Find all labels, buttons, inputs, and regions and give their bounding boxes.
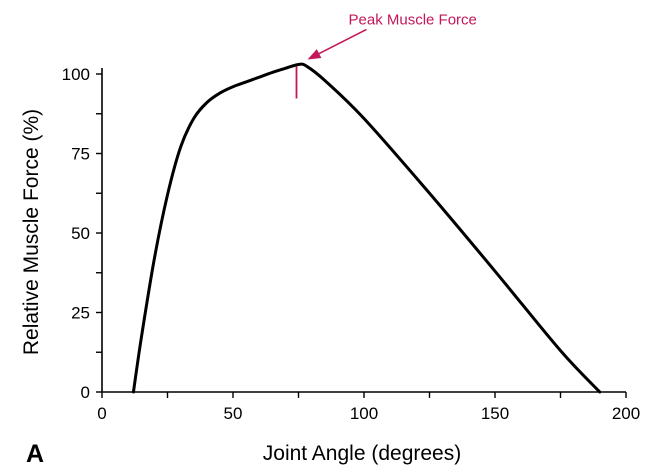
peak-arrow-line [313, 28, 367, 58]
x-tick-label: 100 [350, 404, 378, 423]
x-axis-label: Joint Angle (degrees) [263, 442, 461, 465]
y-tick-label: 50 [71, 224, 90, 243]
peak-arrow-head [307, 49, 322, 60]
series-layer [131, 62, 602, 394]
y-tick-label: 75 [71, 145, 90, 164]
force-curve-line [131, 62, 602, 394]
axes: 0 25 50 75 100 0 50 100 150 200 [62, 65, 641, 423]
annotation-layer: Peak Muscle Force [295, 11, 477, 99]
y-tick-label: 25 [71, 304, 90, 323]
panel-label: A [26, 440, 44, 468]
x-tick-label: 50 [224, 404, 243, 423]
y-tick-label: 0 [81, 383, 90, 402]
y-axis-label: Relative Muscle Force (%) [20, 109, 43, 355]
x-tick-label: 0 [97, 404, 106, 423]
x-tick-label: 200 [612, 404, 640, 423]
peak-annotation-label: Peak Muscle Force [349, 11, 477, 28]
y-tick-label: 100 [62, 65, 90, 84]
x-tick-label: 150 [481, 404, 509, 423]
